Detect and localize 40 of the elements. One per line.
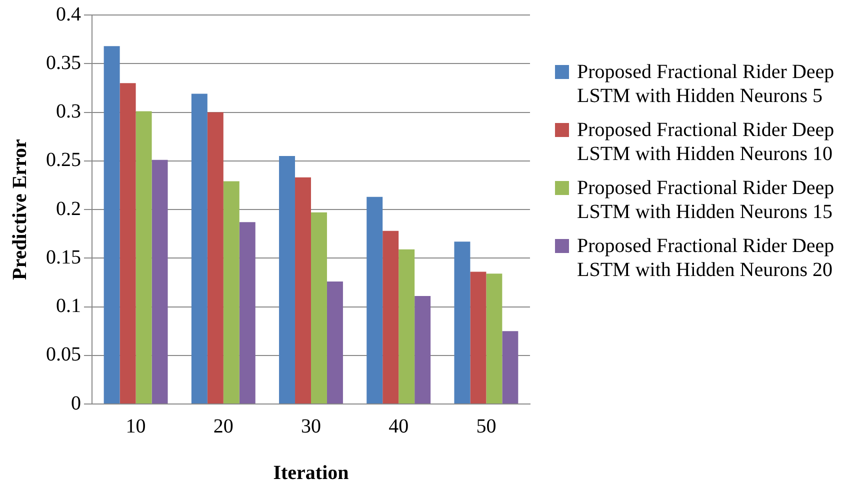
bar	[239, 222, 256, 404]
y-tick-label: 0.25	[46, 149, 81, 172]
bar	[414, 296, 431, 404]
y-tick-label: 0.2	[56, 198, 81, 220]
bar	[136, 111, 152, 404]
bar	[311, 212, 327, 404]
y-tick-label: 0.35	[46, 52, 81, 74]
bar	[398, 249, 415, 404]
y-tick-label: 0.15	[46, 246, 81, 268]
bar	[207, 112, 224, 404]
legend-label: Proposed Fractional Rider Deep LSTM with Hidden Neurons 5	[577, 60, 836, 108]
bar	[120, 83, 136, 404]
bar	[382, 230, 399, 404]
y-tick-label: 0.05	[46, 344, 81, 366]
y-tick-label: 0.4	[56, 3, 81, 26]
y-tick-label: 0	[71, 392, 81, 414]
legend-label: Proposed Fractional Rider Deep LSTM with Hidden Neurons 20	[577, 234, 836, 282]
bar	[191, 94, 208, 404]
bar	[454, 242, 470, 404]
x-tick-label: 30	[301, 415, 321, 438]
bar	[326, 281, 343, 404]
legend-label: Proposed Fractional Rider Deep LSTM with Hidden Neurons 10	[577, 118, 836, 166]
x-tick-label: 10	[126, 415, 146, 438]
x-tick-label: 40	[388, 415, 409, 438]
y-axis-title: Predictive Error	[9, 138, 32, 280]
bar	[223, 181, 240, 404]
bar	[470, 272, 486, 404]
bar	[486, 274, 502, 404]
bar	[152, 160, 168, 404]
x-tick-label: 20	[213, 415, 234, 438]
bar	[295, 177, 311, 404]
y-tick-label: 0.3	[56, 100, 81, 122]
legend-label: Proposed Fractional Rider Deep LSTM with Hidden Neurons 15	[577, 176, 836, 224]
y-tick-label: 0.1	[56, 295, 81, 317]
bar	[104, 46, 120, 404]
bar	[502, 331, 518, 404]
bar	[279, 156, 296, 404]
x-tick-label: 50	[476, 415, 496, 438]
bar	[366, 196, 383, 404]
x-axis-title: Iteration	[273, 462, 349, 484]
